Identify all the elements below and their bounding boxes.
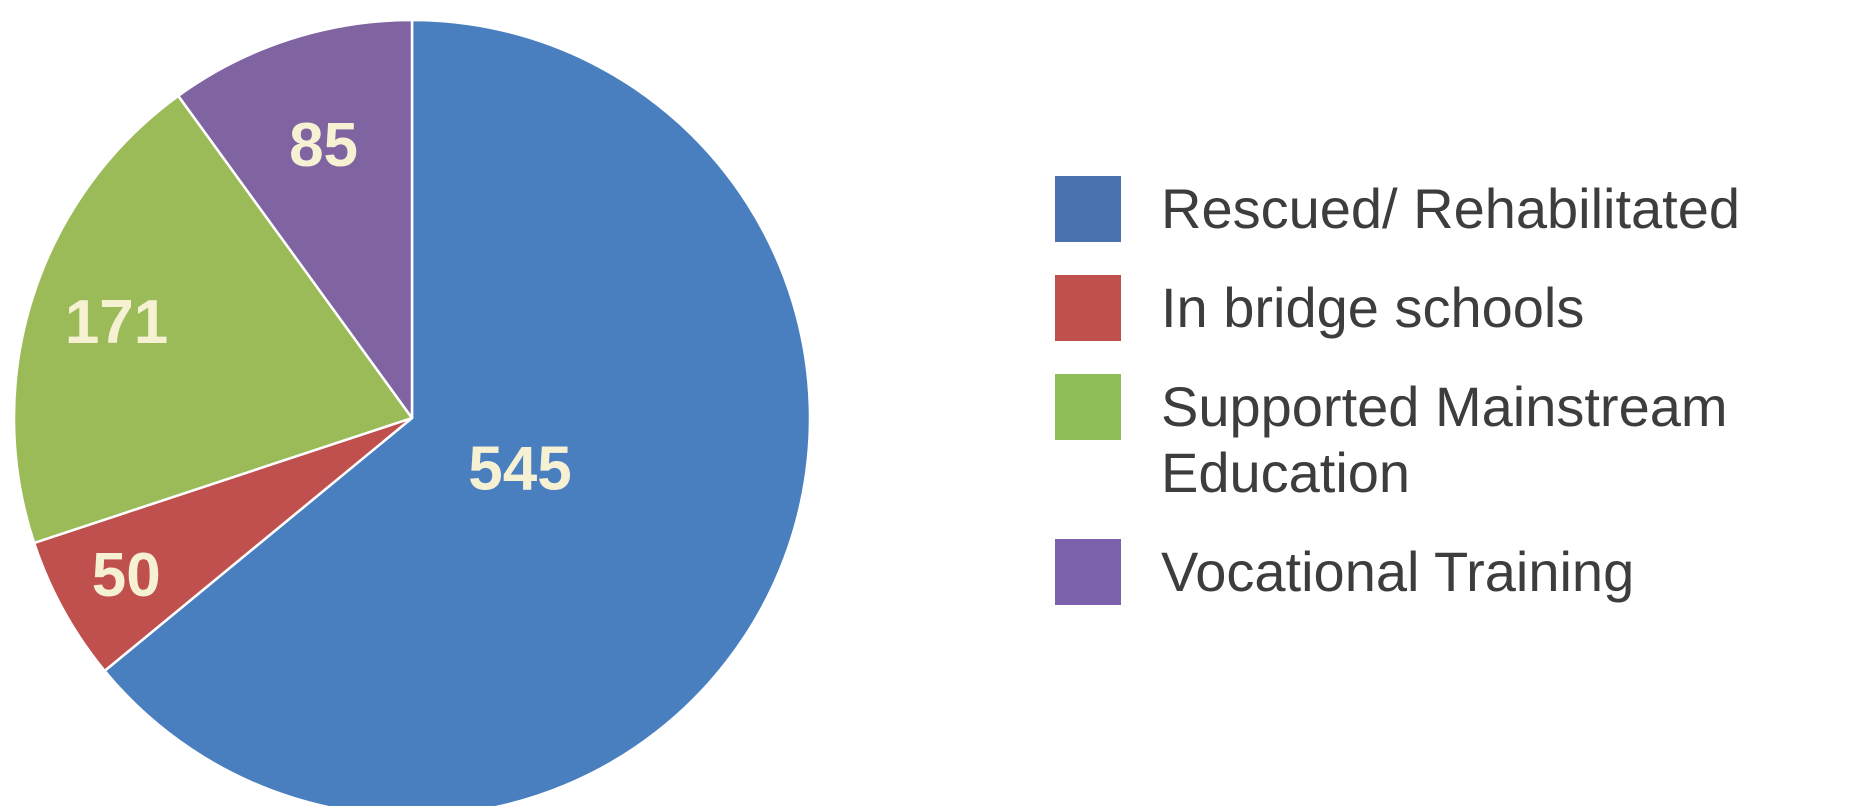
pie-slice-label-bridge-schools: 50 [92, 541, 161, 610]
legend: Rescued/ Rehabilitated In bridge schools… [1055, 176, 1845, 638]
pie-slice-mainstream-education [12, 94, 414, 545]
legend-swatch-rescued [1055, 176, 1121, 242]
legend-item-mainstream-education: Supported Mainstream Education [1055, 374, 1845, 506]
legend-label-vocational-training: Vocational Training [1161, 540, 1635, 603]
legend-item-vocational-training: Vocational Training [1055, 539, 1845, 605]
pie-slice-label-vocational-training: 85 [289, 111, 358, 180]
pie-slice-label-rescued: 545 [468, 434, 571, 503]
legend-item-rescued: Rescued/ Rehabilitated [1055, 176, 1845, 242]
pie-slice-bridge-schools [32, 416, 414, 673]
legend-item-bridge-schools: In bridge schools [1055, 275, 1845, 341]
pie-chart-svg: 545 50 171 85 [12, 18, 812, 806]
legend-label-rescued: Rescued/ Rehabilitated [1161, 177, 1741, 240]
legend-swatch-mainstream-education [1055, 374, 1121, 440]
pie-slice-vocational-training [177, 18, 414, 420]
pie-slices [12, 18, 812, 806]
pie-slice-rescued [103, 18, 812, 806]
legend-label-mainstream-education: Supported Mainstream Education [1161, 375, 1728, 504]
pie-slice-labels: 545 50 171 85 [65, 111, 572, 610]
legend-swatch-vocational-training [1055, 539, 1121, 605]
legend-swatch-bridge-schools [1055, 275, 1121, 341]
pie-slice-label-mainstream-education: 171 [65, 288, 168, 357]
legend-label-bridge-schools: In bridge schools [1161, 276, 1585, 339]
